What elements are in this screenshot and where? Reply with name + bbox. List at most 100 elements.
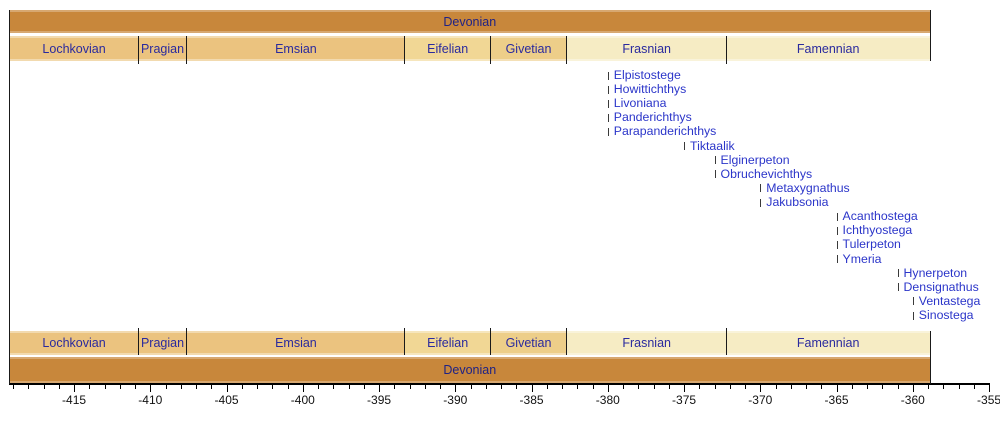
axis-major-tick — [760, 385, 762, 392]
stage-cell-emsian-top[interactable]: Emsian — [186, 36, 405, 61]
axis-minor-tick — [897, 385, 899, 389]
stage-label-pragian-top: Pragian — [140, 41, 185, 56]
taxon-label-densignathus[interactable]: Densignathus — [903, 279, 979, 294]
taxon-label-ichthyostega[interactable]: Ichthyostega — [842, 223, 913, 238]
axis-tick-label: -405 — [214, 393, 239, 407]
taxon-appearance-tick-jakubsonia — [760, 198, 762, 207]
stage-label-famennian-top: Famennian — [796, 41, 860, 56]
taxon-label-jakubsonia[interactable]: Jakubsonia — [766, 195, 829, 210]
period-end-line-bottom — [929, 331, 931, 384]
taxon-appearance-tick-elginerpeton — [714, 156, 716, 165]
period-bar-devonian-bottom[interactable]: Devonian — [10, 357, 930, 383]
taxon-label-tiktaalik[interactable]: Tiktaalik — [690, 138, 735, 153]
taxon-appearance-tick-panderichthys — [607, 113, 609, 122]
taxon-label-elginerpeton[interactable]: Elginerpeton — [720, 152, 790, 167]
axis-minor-tick — [775, 385, 777, 389]
axis-minor-tick — [851, 385, 853, 389]
stage-cell-famennian-top[interactable]: Famennian — [726, 36, 930, 61]
taxon-label-howittichthys[interactable]: Howittichthys — [613, 82, 687, 97]
stage-label-eifelian-bottom: Eifelian — [427, 336, 469, 350]
axis-minor-tick — [546, 385, 548, 389]
axis-major-tick — [912, 385, 914, 392]
taxon-appearance-tick-parapanderichthys — [607, 127, 609, 136]
taxon-label-ventastega[interactable]: Ventastega — [918, 293, 981, 308]
taxon-appearance-tick-sinostega — [912, 311, 914, 320]
stage-cell-famennian-bottom[interactable]: Famennian — [726, 331, 930, 355]
stage-cell-eifelian-bottom[interactable]: Eifelian — [404, 331, 491, 355]
taxon-appearance-tick-elpistostege — [607, 71, 609, 80]
axis-tick-label: -365 — [824, 393, 849, 407]
axis-minor-tick — [165, 385, 167, 389]
stage-boundary-line — [489, 36, 491, 64]
stage-boundary-line — [186, 328, 188, 355]
axis-minor-tick — [13, 385, 15, 389]
axis-tick-label: -385 — [519, 393, 544, 407]
stage-cell-emsian-bottom[interactable]: Emsian — [186, 331, 405, 355]
taxon-appearance-tick-metaxygnathus — [760, 184, 762, 193]
taxon-appearance-tick-hynerpeton — [897, 269, 899, 278]
axis-minor-tick — [714, 385, 716, 389]
stage-cell-givetian-bottom[interactable]: Givetian — [490, 331, 567, 355]
axis-tick-label: -400 — [290, 393, 315, 407]
taxon-label-metaxygnathus[interactable]: Metaxygnathus — [766, 180, 850, 195]
stage-boundary-line — [566, 36, 568, 64]
stage-cell-pragian-top[interactable]: Pragian — [138, 36, 187, 61]
axis-minor-tick — [943, 385, 945, 389]
axis-minor-tick — [882, 385, 884, 389]
taxon-label-hynerpeton[interactable]: Hynerpeton — [903, 265, 968, 280]
stage-cell-eifelian-top[interactable]: Eifelian — [404, 36, 491, 61]
axis-tick-label: -355 — [977, 393, 1000, 407]
stage-label-emsian-bottom: Emsian — [275, 336, 317, 350]
axis-minor-tick — [485, 385, 487, 389]
stage-cell-frasnian-bottom[interactable]: Frasnian — [566, 331, 727, 355]
stage-boundary-line — [726, 36, 728, 64]
stage-cell-givetian-top[interactable]: Givetian — [490, 36, 567, 61]
stage-cell-lochkovian-bottom[interactable]: Lochkovian — [10, 331, 139, 355]
axis-major-tick — [226, 385, 228, 392]
stage-boundary-line — [489, 328, 491, 355]
taxon-label-parapanderichthys[interactable]: Parapanderichthys — [613, 124, 717, 139]
period-bar-devonian-top[interactable]: Devonian — [10, 10, 930, 33]
taxon-label-livoniana[interactable]: Livoniana — [613, 96, 667, 111]
axis-tick-label: -390 — [443, 393, 468, 407]
axis-minor-tick — [348, 385, 350, 389]
taxon-label-obruchevichthys[interactable]: Obruchevichthys — [720, 166, 813, 181]
stage-cell-pragian-bottom[interactable]: Pragian — [138, 331, 187, 355]
axis-minor-tick — [653, 385, 655, 389]
stage-cell-lochkovian-top[interactable]: Lochkovian — [10, 36, 139, 61]
axis-minor-tick — [638, 385, 640, 389]
taxon-label-sinostega[interactable]: Sinostega — [918, 308, 974, 323]
axis-minor-tick — [58, 385, 60, 389]
stage-cell-frasnian-top[interactable]: Frasnian — [566, 36, 727, 61]
stage-label-frasnian-bottom: Frasnian — [622, 336, 671, 350]
axis-minor-tick — [928, 385, 930, 389]
axis-minor-tick — [318, 385, 320, 389]
axis-minor-tick — [394, 385, 396, 389]
taxon-appearance-tick-ichthyostega — [836, 226, 838, 235]
axis-tick-label: -360 — [900, 393, 925, 407]
stage-label-givetian-bottom: Givetian — [505, 336, 552, 350]
axis-minor-tick — [211, 385, 213, 389]
axis-minor-tick — [180, 385, 182, 389]
axis-minor-tick — [516, 385, 518, 389]
axis-minor-tick — [821, 385, 823, 389]
taxon-label-panderichthys[interactable]: Panderichthys — [613, 110, 692, 125]
stage-label-frasnian-top: Frasnian — [622, 41, 671, 56]
taxon-label-acanthostega[interactable]: Acanthostega — [842, 209, 918, 224]
axis-major-tick — [836, 385, 838, 392]
axis-major-tick — [150, 385, 152, 392]
stage-boundary-line — [186, 36, 188, 64]
period-label-top: Devonian — [443, 14, 497, 29]
time-axis — [9, 383, 991, 385]
axis-tick-label: -415 — [62, 393, 87, 407]
taxon-appearance-tick-acanthostega — [836, 212, 838, 221]
taxon-label-ymeria[interactable]: Ymeria — [842, 251, 882, 266]
period-label-bottom: Devonian — [443, 363, 497, 377]
taxon-label-elpistostege[interactable]: Elpistostege — [613, 68, 681, 82]
axis-minor-tick — [89, 385, 91, 389]
axis-minor-tick — [43, 385, 45, 389]
taxon-label-tulerpeton[interactable]: Tulerpeton — [842, 237, 901, 252]
taxon-appearance-tick-tulerpeton — [836, 240, 838, 249]
stage-boundary-line — [137, 36, 139, 64]
